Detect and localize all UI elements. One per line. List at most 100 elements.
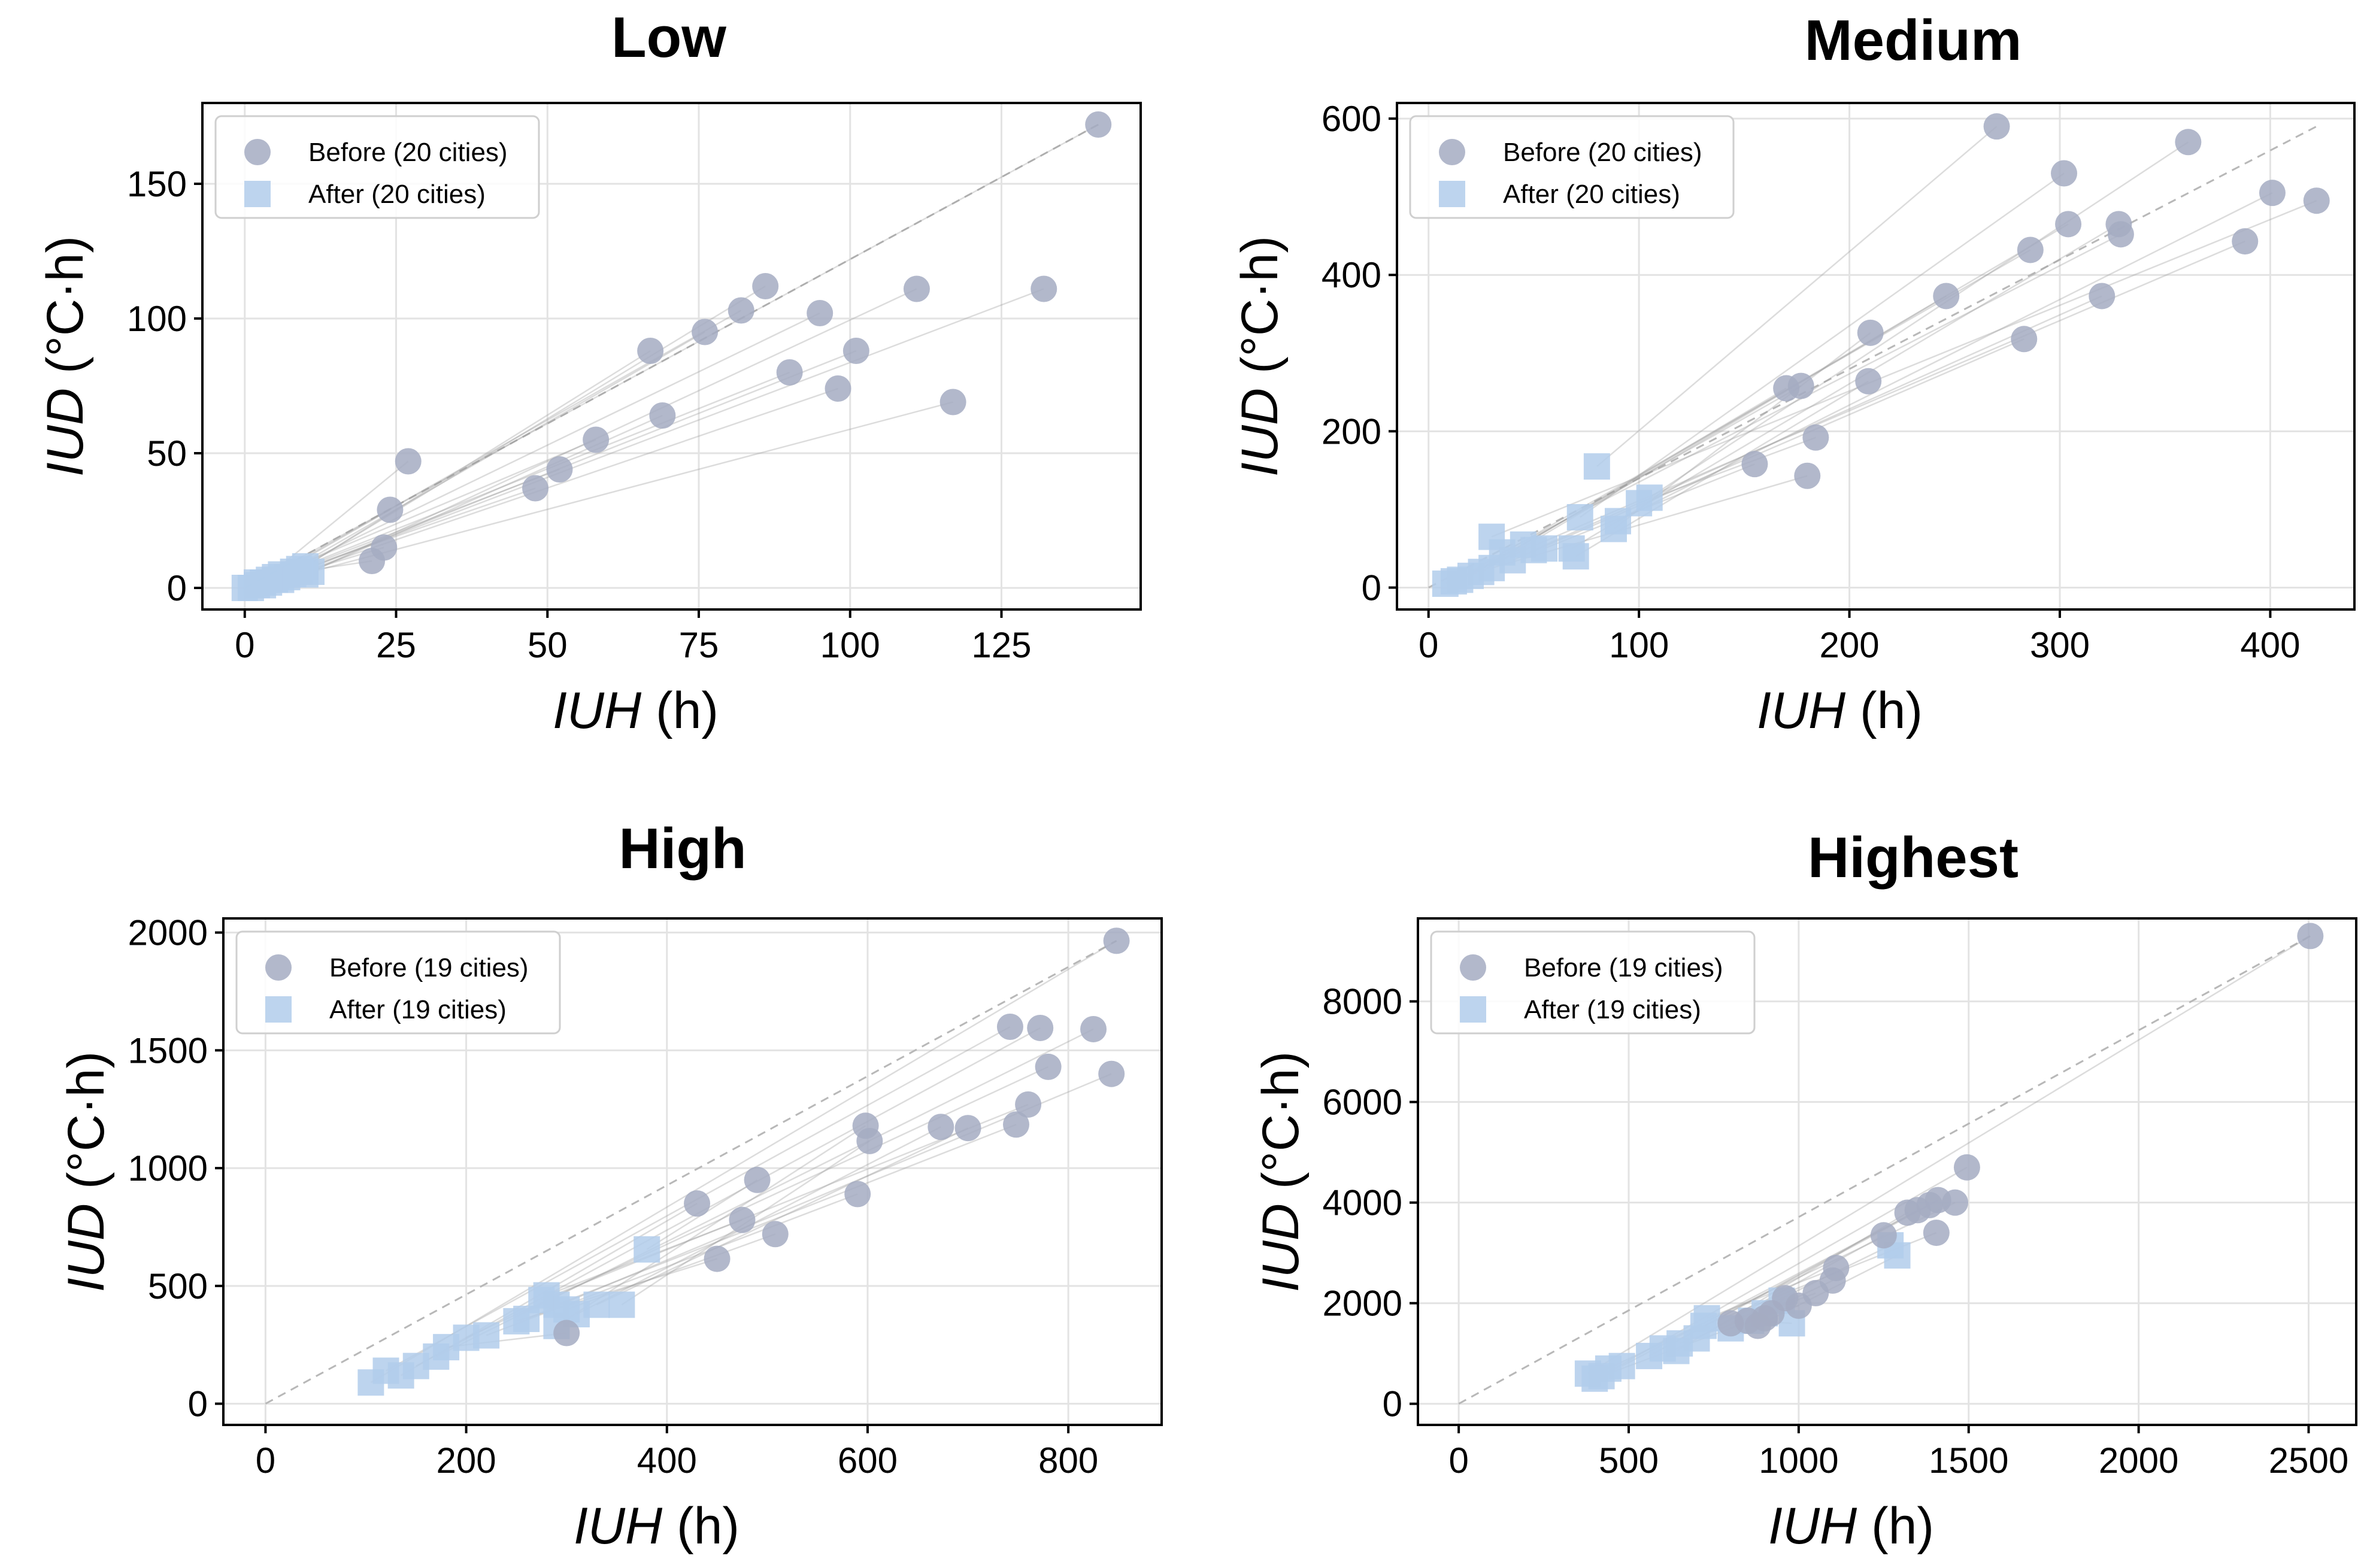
y-tick-label: 2000 — [128, 913, 208, 953]
before-point — [1758, 1300, 1785, 1327]
before-point — [1855, 368, 1882, 395]
after-point — [1666, 1330, 1693, 1357]
legend-after-label: After (19 cities) — [329, 995, 507, 1024]
plot-area — [1458, 923, 2324, 1405]
after-point — [1447, 566, 1474, 593]
x-axis-unit: (h) — [641, 682, 719, 739]
chart-panel-0: Low 0 25 50 75 100 125 0 50 100 150 IUH (h) IUD (°C·… — [37, 5, 1142, 739]
connector-line — [250, 310, 742, 589]
axes-frame — [1417, 917, 2357, 1426]
before-point — [2055, 211, 2082, 238]
connector-line — [1571, 223, 2120, 550]
legend-after-marker — [1460, 996, 1486, 1023]
before-point — [1741, 451, 1768, 478]
before-point — [1002, 1111, 1029, 1138]
plot-area — [231, 111, 1112, 601]
x-axis-unit: (h) — [662, 1497, 740, 1555]
after-point — [1583, 453, 1610, 480]
before-point — [2259, 180, 2286, 207]
x-axis-label: IUH (h) — [574, 1497, 740, 1555]
after-point — [387, 1362, 414, 1389]
x-axis-label: IUH (h) — [1768, 1497, 1934, 1555]
before-point — [1085, 111, 1112, 138]
legend-before-marker — [265, 954, 292, 981]
x-tick-label: 0 — [256, 1440, 275, 1481]
before-point — [1015, 1091, 1042, 1118]
before-point — [377, 496, 404, 523]
before-point — [1802, 1279, 1829, 1306]
connector-line — [1587, 935, 2311, 1375]
legend-after-label: After (19 cities) — [1524, 995, 1701, 1024]
connector-line — [305, 350, 651, 568]
axes-frame — [222, 917, 1163, 1426]
before-point — [1080, 1015, 1107, 1042]
before-point — [996, 1014, 1023, 1041]
before-point — [649, 402, 676, 429]
legend-box — [1430, 930, 1756, 1035]
axes-frame — [201, 102, 1142, 611]
x-tick-label: 0 — [1419, 625, 1438, 665]
reference-line — [1458, 935, 2311, 1405]
before-point — [637, 338, 664, 364]
after-point — [634, 1236, 660, 1263]
x-axis-label: IUH (h) — [1757, 682, 1923, 739]
x-axis-variable: IUH — [553, 682, 642, 739]
before-point — [1870, 1222, 1897, 1249]
before-point — [2297, 923, 2324, 950]
y-axis-label: IUD (°C·h) — [37, 236, 94, 477]
y-axis-label: IUD (°C·h) — [1252, 1051, 1310, 1292]
y-axis-unit: (°C·h) — [1231, 236, 1289, 388]
before-point — [2051, 160, 2078, 187]
before-point — [546, 456, 573, 483]
after-point — [473, 1322, 500, 1349]
y-axis-unit: (°C·h) — [57, 1051, 115, 1203]
before-point — [1894, 1199, 1921, 1226]
chart-panel-1: Medium 0 100 200 300 400 0 200 400 600 IUH (h) IUD … — [1231, 8, 2356, 739]
after-point — [553, 1296, 580, 1323]
before-point — [728, 297, 754, 324]
before-point — [1103, 927, 1130, 954]
y-tick-label: 0 — [188, 1384, 208, 1424]
connector-line — [1617, 192, 2273, 522]
after-point — [1562, 543, 1589, 570]
connector-line — [596, 1127, 969, 1306]
x-axis-label: IUH (h) — [553, 682, 719, 739]
before-point — [2232, 228, 2259, 255]
before-point — [2107, 221, 2134, 248]
before-point — [553, 1320, 580, 1346]
y-tick-label: 0 — [167, 568, 187, 608]
x-tick-label: 75 — [679, 625, 719, 665]
before-point — [1717, 1310, 1744, 1337]
y-tick-label: 1500 — [128, 1030, 208, 1070]
after-point — [1693, 1305, 1720, 1332]
x-tick-label: 200 — [1820, 625, 1880, 665]
after-point — [583, 1291, 610, 1318]
before-point — [522, 475, 549, 502]
chart-panel-2: High 0 200 400 600 800 0 500 1000 1500 2000 IUH (h)… — [57, 817, 1163, 1555]
x-tick-label: 2000 — [2099, 1440, 2178, 1481]
x-tick-label: 800 — [1038, 1440, 1098, 1481]
connector-line — [370, 940, 1117, 1384]
after-point — [286, 559, 313, 585]
before-point — [1031, 275, 1057, 302]
y-tick-label: 4000 — [1323, 1183, 1402, 1223]
x-tick-label: 400 — [2240, 625, 2300, 665]
legend-before-label: Before (20 cities) — [308, 138, 508, 167]
x-tick-label: 100 — [1609, 625, 1669, 665]
before-point — [928, 1114, 954, 1141]
connector-line — [1491, 200, 2317, 538]
after-point — [608, 1291, 635, 1318]
connector-line — [1512, 338, 2024, 561]
legend-before-marker — [244, 139, 271, 165]
legend-before-label: Before (19 cities) — [1524, 953, 1723, 982]
connector-line — [286, 285, 766, 578]
before-point — [2175, 129, 2202, 156]
connector-line — [1445, 240, 2245, 585]
chart-title: High — [619, 817, 746, 881]
before-point — [762, 1221, 789, 1248]
connector-line — [293, 487, 536, 573]
x-axis-variable: IUH — [1757, 682, 1846, 739]
chart-panel-3: Highest 0 500 1000 1500 2000 2500 0 2000 4000 6000… — [1252, 826, 2357, 1555]
before-point — [1933, 283, 1960, 310]
